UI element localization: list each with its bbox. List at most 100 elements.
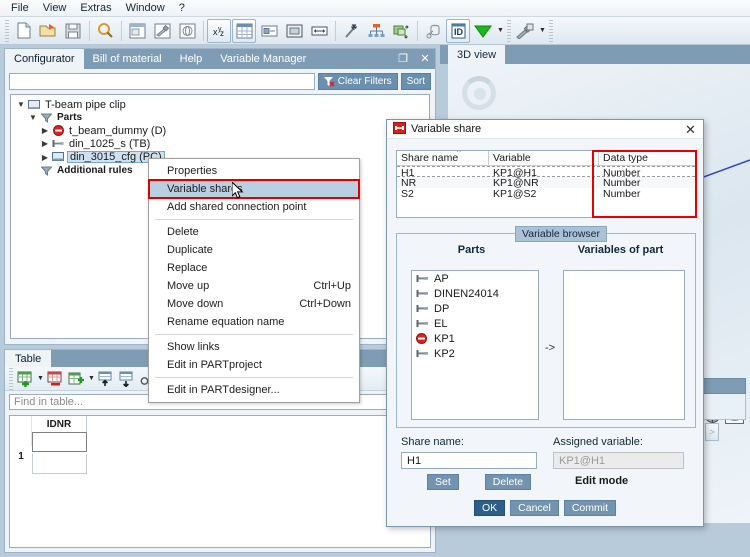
tree-item-din-3015-cfg[interactable]: ▶ din_3015_cfg (PC) [11, 150, 429, 164]
chevron-right-icon[interactable]: ▶ [41, 139, 49, 148]
save-floppy-icon[interactable] [61, 19, 85, 43]
export-green-icon[interactable] [389, 19, 413, 43]
window-layout-icon[interactable] [125, 19, 149, 43]
chevron-right-icon[interactable]: ▶ [41, 152, 49, 162]
column-header-idnr[interactable]: IDNR [32, 416, 87, 446]
list-item[interactable]: EL [412, 316, 538, 331]
set-button[interactable]: Set [427, 474, 459, 490]
id-badge-icon[interactable]: ID [446, 18, 470, 43]
menu-item-view[interactable]: View [42, 2, 67, 14]
move-row-up-icon[interactable] [96, 369, 116, 389]
chevron-down-icon[interactable]: ▼ [29, 113, 37, 122]
cancel-button[interactable]: Cancel [510, 500, 559, 516]
tree-item-additional-rules[interactable]: Additional rules [11, 164, 429, 177]
chevron-down-icon[interactable]: ▼ [539, 27, 546, 34]
context-menu-item-variable-shares[interactable]: Variable shares [148, 179, 360, 199]
screw-save-icon[interactable] [513, 19, 537, 43]
chevron-down-icon[interactable]: ▼ [88, 375, 95, 382]
context-menu-item-edit-in-partproject[interactable]: Edit in PARTproject [149, 356, 359, 374]
context-menu-item-properties[interactable]: Properties [149, 162, 359, 180]
new-document-icon[interactable] [11, 19, 35, 43]
list-item[interactable]: DINEN24014 [412, 286, 538, 301]
context-menu-item-duplicate[interactable]: Duplicate [149, 241, 359, 259]
list-item[interactable]: KP2 [412, 346, 538, 361]
list-item[interactable]: DP [412, 301, 538, 316]
sphere-icon[interactable] [175, 19, 199, 43]
chevron-right-icon[interactable]: ▶ [41, 126, 49, 135]
variables-listbox[interactable] [563, 270, 685, 420]
context-menu-item-rename-equation-name[interactable]: Rename equation name [149, 313, 359, 331]
close-icon[interactable]: ✕ [420, 52, 430, 65]
ok-button[interactable]: OK [473, 500, 506, 516]
toolbar-grip[interactable] [5, 19, 9, 42]
green-triangle-icon[interactable] [471, 19, 495, 43]
wand-star-icon[interactable] [339, 19, 363, 43]
delete-button[interactable]: Delete [484, 474, 532, 490]
tree-item-t-beam-pipe-clip[interactable]: ▼ T-beam pipe clip [11, 98, 429, 111]
tab-help[interactable]: Help [179, 53, 203, 65]
sort-button[interactable]: Sort [400, 73, 431, 90]
table-row[interactable]: S2 KP1@S2 Number [397, 188, 695, 200]
filter-input[interactable] [9, 73, 315, 90]
tree-item-t-beam-dummy[interactable]: ▶ t_beam_dummy (D) [11, 124, 429, 137]
toolbar-grip[interactable] [9, 367, 13, 390]
context-menu-item-delete[interactable]: Delete [149, 223, 359, 241]
tab-3d-view[interactable]: 3D view [448, 45, 506, 64]
table-grid[interactable]: IDNR 1 [9, 415, 431, 548]
menu-item-help[interactable]: ? [178, 2, 185, 14]
table-row[interactable]: H1 KP1@H1 Number [397, 166, 695, 179]
context-menu-item-move-down[interactable]: Move down Ctrl+Down [149, 295, 359, 313]
tab-bill-of-material[interactable]: Bill of material [92, 53, 162, 65]
toolbar-grip[interactable] [507, 19, 511, 42]
context-menu-item-move-up[interactable]: Move up Ctrl+Up [149, 277, 359, 295]
share-name-input[interactable]: H1 [401, 452, 537, 469]
add-row-icon[interactable] [15, 369, 35, 389]
column-header-data-type[interactable]: Data type [603, 152, 648, 164]
menu-item-window[interactable]: Window [125, 2, 165, 14]
hierarchy-icon[interactable] [364, 19, 388, 43]
column-header-variable[interactable]: Variable [489, 151, 599, 165]
screw-icon[interactable] [150, 19, 174, 43]
tree-item-din-1025-s[interactable]: ▶ din_1025_s (TB) [11, 137, 429, 150]
magnifier-icon[interactable] [93, 19, 117, 43]
add-column-icon[interactable] [66, 369, 86, 389]
clear-filters-button[interactable]: Clear Filters [317, 73, 398, 90]
share-table[interactable]: Share name ^ Variable Data type H1 KP1@H… [396, 150, 696, 218]
column-header-share-name[interactable]: Share name ^ [397, 151, 489, 165]
maximize-icon[interactable]: ❐ [398, 52, 408, 65]
tab-table[interactable]: Table [5, 350, 52, 367]
measure-icon[interactable] [307, 19, 331, 43]
toolbar-grip[interactable] [549, 19, 553, 42]
list-item[interactable]: KP1 [412, 331, 538, 346]
menu-item-extras[interactable]: Extras [80, 2, 112, 14]
context-menu-item-replace[interactable]: Replace [149, 259, 359, 277]
3d-cylinder-icon[interactable] [421, 19, 445, 43]
chevron-down-icon[interactable]: ▼ [17, 100, 25, 109]
label-tag-icon[interactable] [257, 19, 281, 43]
table-grid-icon[interactable] [232, 18, 256, 43]
list-item[interactable]: AP [412, 271, 538, 286]
table-cell-empty[interactable] [32, 454, 87, 474]
table-row[interactable]: NR KP1@NR Number [397, 177, 695, 189]
frame-icon[interactable] [282, 19, 306, 43]
parts-listbox[interactable]: AP DINEN24014 DP EL KP1 [411, 270, 539, 420]
move-row-down-icon[interactable] [117, 369, 137, 389]
commit-button[interactable]: Commit [563, 500, 617, 516]
tab-variable-manager[interactable]: Variable Manager [220, 53, 307, 65]
transfer-arrow[interactable]: -> [545, 342, 556, 354]
tab-configurator[interactable]: Configurator [5, 49, 84, 69]
context-menu-item-show-links[interactable]: Show links [149, 338, 359, 356]
delete-row-icon[interactable] [45, 369, 65, 389]
chevron-down-icon[interactable]: ▼ [497, 27, 504, 34]
context-menu-item-add-shared-connection-point[interactable]: Add shared connection point [149, 198, 359, 216]
row-header-1[interactable]: 1 [18, 450, 24, 462]
chevron-down-icon[interactable]: ▼ [37, 375, 44, 382]
menu-item-file[interactable]: File [11, 2, 29, 14]
table-cell-idnr[interactable] [32, 432, 87, 452]
context-menu-item-edit-in-partdesigner[interactable]: Edit in PARTdesigner... [149, 381, 359, 399]
tree-item-parts[interactable]: ▼ Parts [11, 111, 429, 124]
close-icon[interactable]: ✕ [685, 121, 696, 137]
open-folder-icon[interactable] [36, 19, 60, 43]
expand-panel-button[interactable]: > [705, 423, 719, 441]
